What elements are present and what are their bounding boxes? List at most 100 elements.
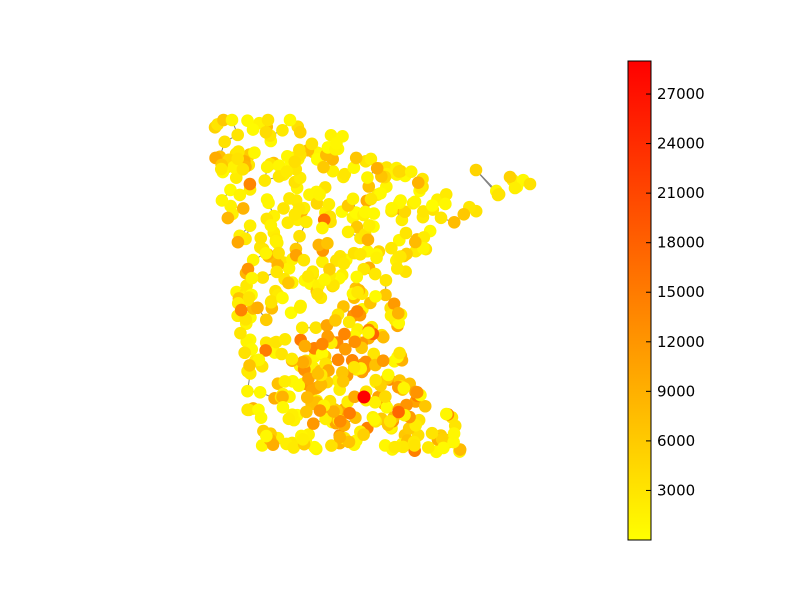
graph-node bbox=[362, 326, 375, 339]
graph-node bbox=[265, 295, 278, 308]
graph-node bbox=[283, 192, 296, 205]
graph-node bbox=[282, 277, 295, 290]
graph-node bbox=[254, 386, 267, 399]
graph-node bbox=[311, 288, 324, 301]
graph-node bbox=[439, 198, 452, 211]
graph-node bbox=[289, 208, 302, 221]
graph-node bbox=[244, 178, 257, 191]
graph-node bbox=[354, 248, 367, 261]
graph-node bbox=[218, 136, 231, 149]
graph-node bbox=[361, 171, 374, 184]
graph-node bbox=[440, 408, 453, 421]
graph-node bbox=[292, 379, 305, 392]
graph-node bbox=[329, 314, 342, 327]
graph-node bbox=[338, 328, 351, 341]
graph-node bbox=[255, 411, 268, 424]
graph-node bbox=[409, 195, 422, 208]
graph-node bbox=[302, 270, 315, 283]
graph-node bbox=[392, 307, 405, 320]
graph-node bbox=[260, 126, 273, 139]
graph-node bbox=[231, 129, 244, 142]
graph-node bbox=[492, 189, 505, 202]
graph-node bbox=[281, 165, 294, 178]
graph-node bbox=[398, 382, 411, 395]
graph-node bbox=[369, 290, 382, 303]
graph-node bbox=[276, 292, 289, 305]
graph-node bbox=[306, 138, 319, 151]
graph-node bbox=[238, 346, 251, 359]
graph-node bbox=[321, 237, 334, 250]
graph-node bbox=[347, 193, 360, 206]
colorbar-tick-label: 3000 bbox=[657, 481, 695, 499]
graph-node bbox=[232, 236, 245, 249]
graph-node bbox=[391, 262, 404, 275]
graph-node bbox=[393, 165, 406, 178]
graph-node bbox=[412, 176, 425, 189]
graph-node bbox=[222, 212, 235, 225]
colorbar: 3000600090001200015000180002100024000270… bbox=[628, 61, 705, 540]
graph-node bbox=[382, 369, 395, 382]
graph-node bbox=[259, 174, 272, 187]
graph-node bbox=[422, 441, 435, 454]
graph-node bbox=[265, 219, 278, 232]
graph-node bbox=[262, 197, 275, 210]
graph-node bbox=[337, 375, 350, 388]
colorbar-tick-label: 27000 bbox=[657, 85, 705, 103]
graph-node bbox=[392, 406, 405, 419]
graph-node bbox=[377, 354, 390, 367]
graph-node bbox=[307, 417, 320, 430]
graph-node bbox=[350, 152, 363, 165]
graph-node bbox=[389, 441, 402, 454]
graph-nodes bbox=[209, 114, 537, 458]
graph-node bbox=[261, 161, 274, 174]
graph-node bbox=[426, 427, 439, 440]
graph-node bbox=[317, 161, 330, 174]
colorbar-gradient bbox=[628, 61, 651, 540]
graph-node bbox=[248, 146, 261, 159]
graph-node bbox=[362, 234, 375, 247]
graph-node bbox=[310, 321, 323, 334]
graph-node bbox=[365, 193, 378, 206]
graph-node bbox=[342, 226, 355, 239]
graph-node bbox=[262, 114, 275, 127]
graph-node bbox=[348, 335, 361, 348]
graph-node bbox=[251, 301, 264, 314]
graph-node bbox=[405, 165, 418, 178]
graph-node bbox=[256, 271, 269, 284]
network-graph bbox=[209, 114, 537, 458]
graph-node bbox=[296, 322, 309, 335]
graph-node bbox=[293, 230, 306, 243]
graph-node bbox=[351, 305, 364, 318]
graph-node bbox=[323, 198, 336, 211]
graph-node bbox=[270, 266, 283, 279]
graph-node bbox=[437, 442, 450, 455]
graph-node bbox=[419, 400, 432, 413]
graph-node bbox=[316, 222, 329, 235]
graph-node bbox=[312, 367, 325, 380]
graph-node bbox=[524, 178, 537, 191]
graph-node bbox=[350, 271, 363, 284]
graph-node bbox=[409, 236, 422, 249]
graph-node bbox=[246, 272, 259, 285]
graph-node bbox=[380, 274, 393, 287]
colorbar-tick-label: 9000 bbox=[657, 382, 695, 400]
graph-node bbox=[294, 301, 307, 314]
graph-node bbox=[272, 247, 285, 260]
graph-node bbox=[470, 164, 483, 177]
graph-node bbox=[237, 202, 250, 215]
graph-node bbox=[260, 430, 273, 443]
graph-node bbox=[368, 207, 381, 220]
graph-node bbox=[298, 254, 311, 267]
graph-node bbox=[277, 401, 290, 414]
graph-node bbox=[297, 433, 310, 446]
graph-node bbox=[284, 114, 297, 127]
graph-node bbox=[369, 374, 382, 387]
graph-node bbox=[393, 347, 406, 360]
graph-node bbox=[226, 114, 239, 127]
graph-node bbox=[316, 338, 329, 351]
graph-node bbox=[234, 189, 247, 202]
graph-node bbox=[343, 316, 356, 329]
graph-node bbox=[370, 252, 383, 265]
graph-node bbox=[338, 257, 351, 270]
